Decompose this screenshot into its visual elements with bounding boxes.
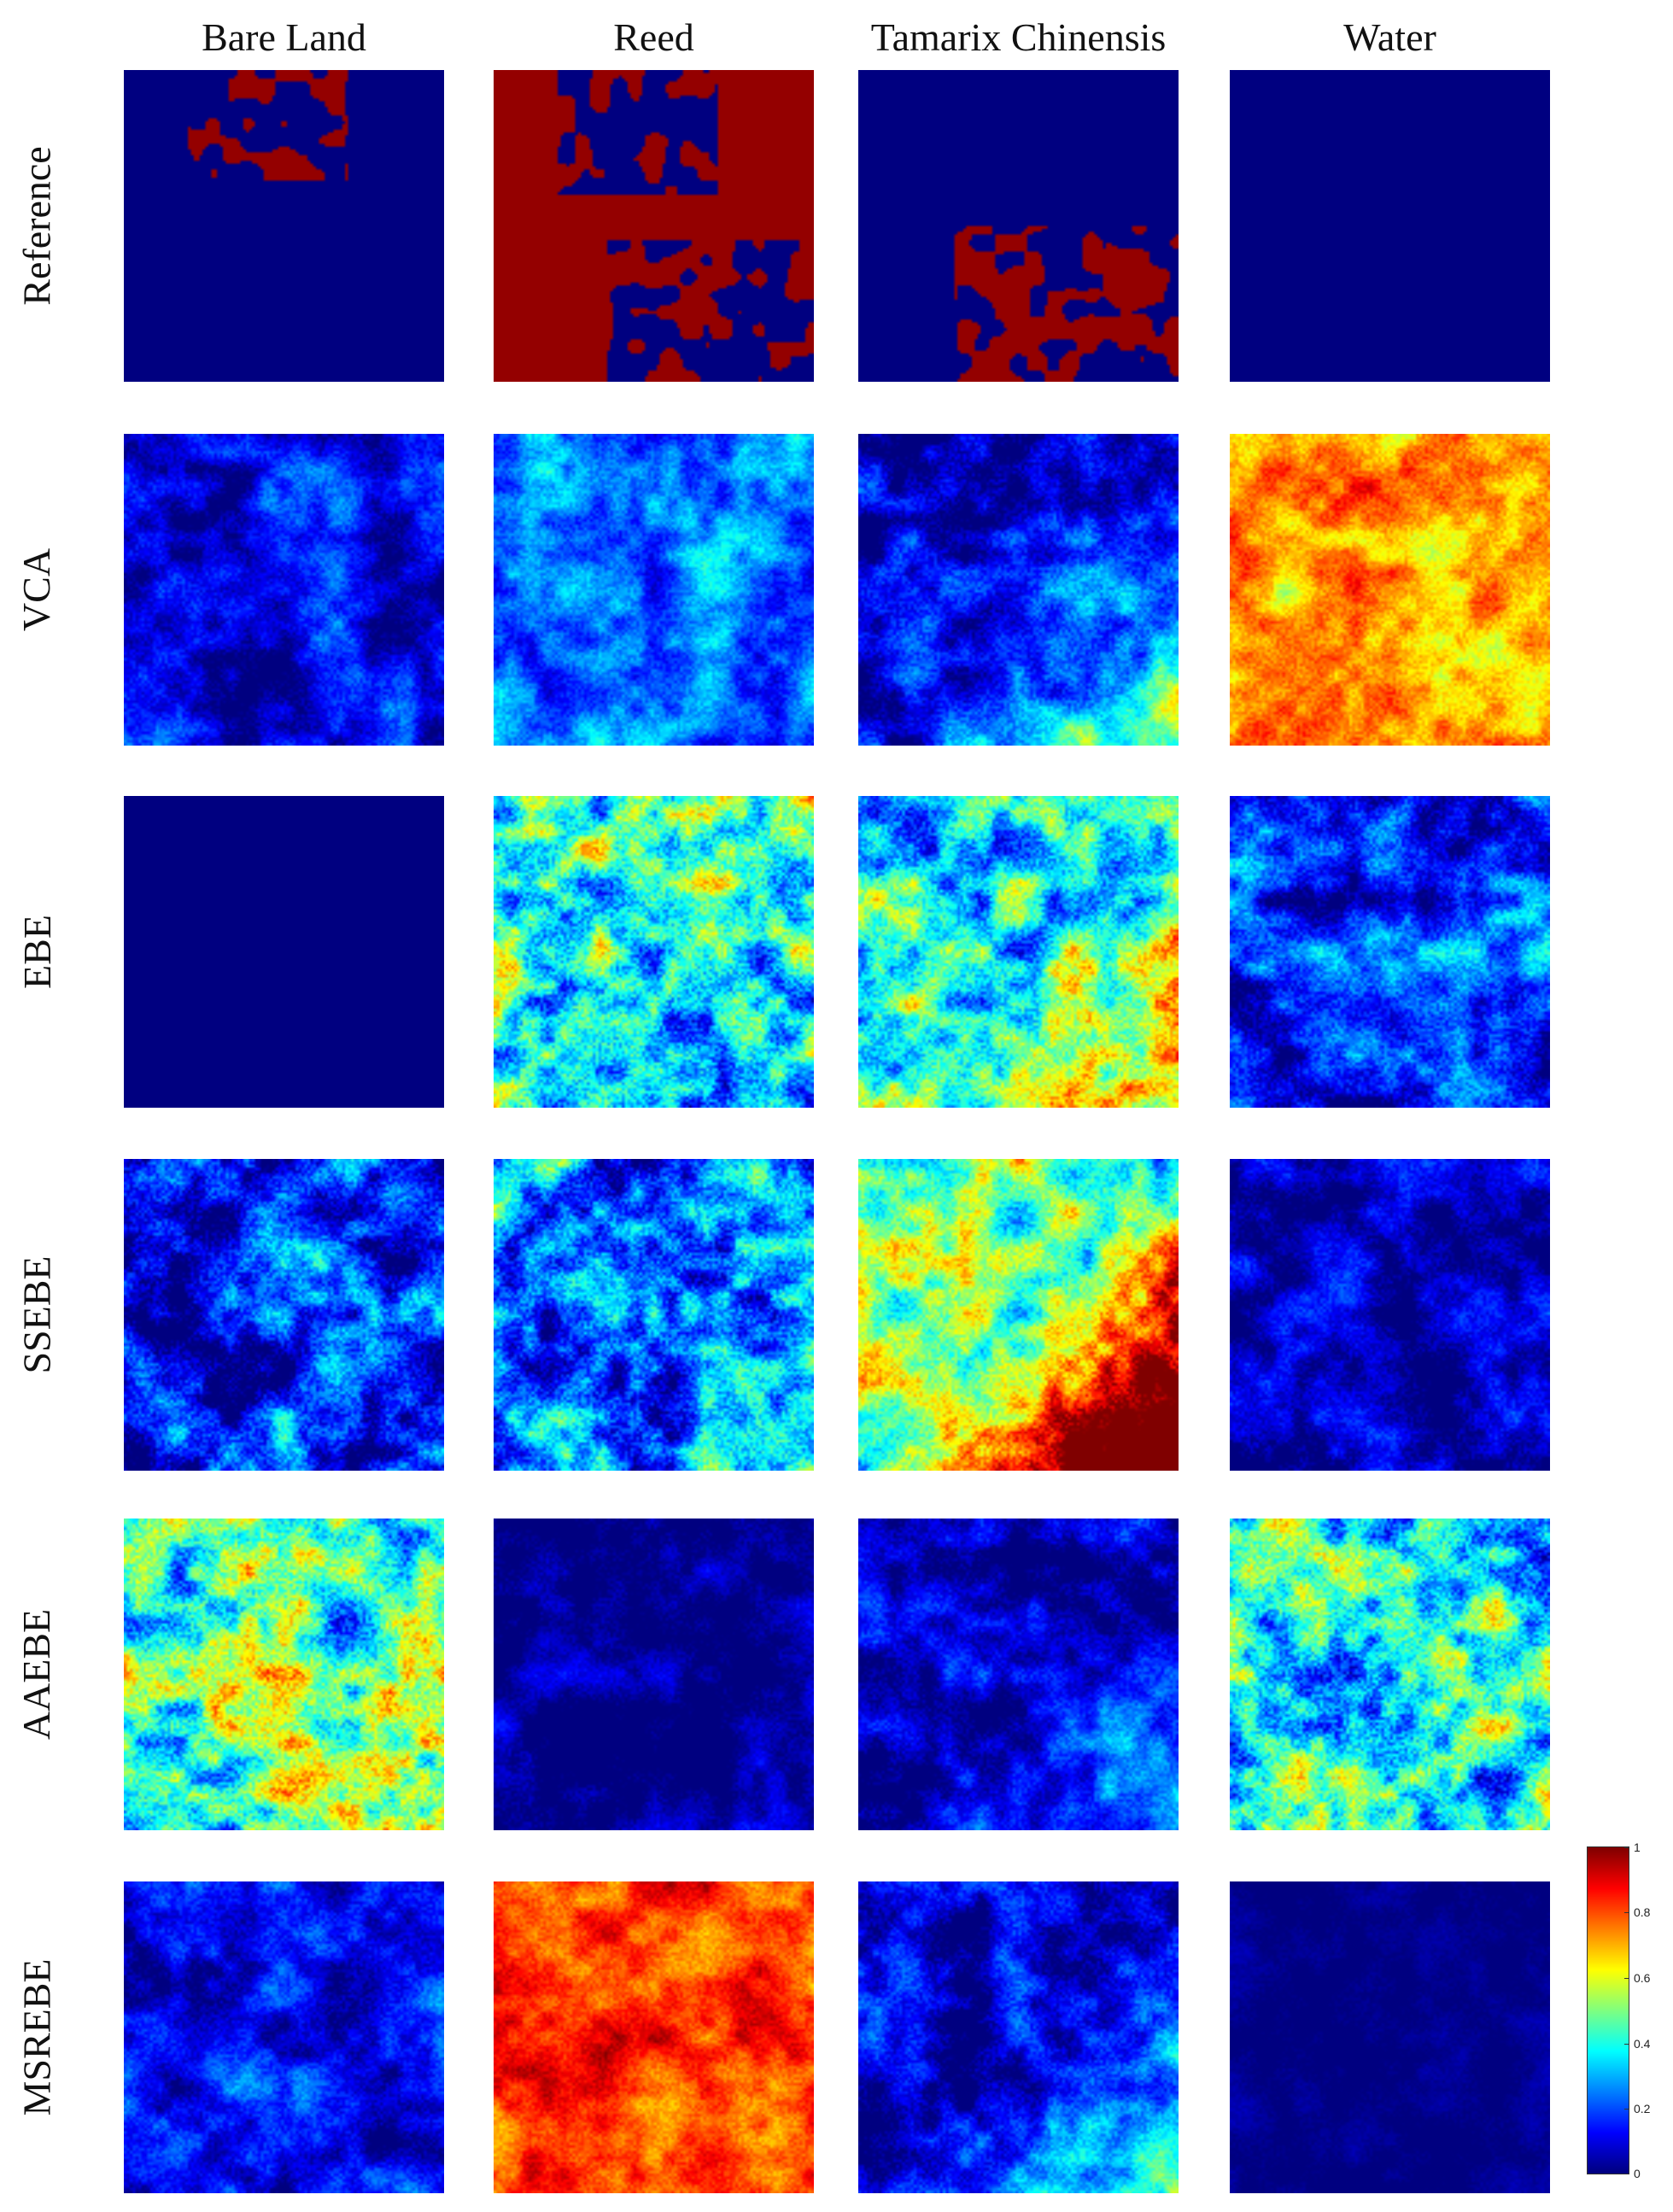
- abundance-map-aaebe-water: [1230, 1519, 1550, 1830]
- abundance-map-ebe-water: [1230, 796, 1550, 1108]
- colorbar-tick-1: 1: [1634, 1840, 1641, 1854]
- abundance-map-vca-tamarix: [858, 434, 1179, 746]
- column-label-tamarix-chinensis: Tamarix Chinensis: [870, 15, 1167, 59]
- abundance-map-msrebe-water: [1230, 1881, 1550, 2193]
- colorbar-tick-0: 0: [1634, 2167, 1641, 2180]
- abundance-map-msrebe-reed: [494, 1881, 814, 2193]
- colorbar: [1587, 1846, 1629, 2174]
- column-label-water: Water: [1343, 15, 1436, 59]
- abundance-map-ebe-bare-land: [124, 796, 444, 1108]
- abundance-map-ssebe-tamarix: [858, 1159, 1179, 1471]
- column-label-bare-land: Bare Land: [202, 15, 366, 59]
- abundance-map-msrebe-bare-land: [124, 1881, 444, 2193]
- row-label-vca: VCA: [15, 547, 59, 632]
- abundance-map-aaebe-bare-land: [124, 1519, 444, 1830]
- colorbar-tick-0.2: 0.2: [1634, 2102, 1651, 2115]
- row-label-aaebe: AAEBE: [15, 1608, 59, 1741]
- abundance-map-ssebe-bare-land: [124, 1159, 444, 1471]
- row-label-ssebe: SSEBE: [15, 1255, 59, 1374]
- column-label-reed: Reed: [613, 15, 694, 59]
- abundance-map-ssebe-water: [1230, 1159, 1550, 1471]
- abundance-map-aaebe-reed: [494, 1519, 814, 1830]
- row-label-msrebe: MSREBE: [15, 1958, 59, 2116]
- row-label-reference: Reference: [15, 146, 59, 306]
- abundance-map-vca-reed: [494, 434, 814, 746]
- colorbar-tick-0.6: 0.6: [1634, 1971, 1651, 1985]
- abundance-map-msrebe-tamarix: [858, 1881, 1179, 2193]
- row-label-ebe: EBE: [15, 915, 59, 989]
- abundance-map-ebe-tamarix: [858, 796, 1179, 1108]
- abundance-map-reference-reed: [494, 70, 814, 382]
- abundance-map-reference-water: [1230, 70, 1550, 382]
- colorbar-tick-0.4: 0.4: [1634, 2037, 1651, 2051]
- abundance-map-ssebe-reed: [494, 1159, 814, 1471]
- abundance-map-reference-tamarix: [858, 70, 1179, 382]
- abundance-map-aaebe-tamarix: [858, 1519, 1179, 1830]
- abundance-map-vca-bare-land: [124, 434, 444, 746]
- abundance-map-vca-water: [1230, 434, 1550, 746]
- colorbar-tick-0.8: 0.8: [1634, 1905, 1651, 1919]
- abundance-map-reference-bare-land: [124, 70, 444, 382]
- abundance-map-ebe-reed: [494, 796, 814, 1108]
